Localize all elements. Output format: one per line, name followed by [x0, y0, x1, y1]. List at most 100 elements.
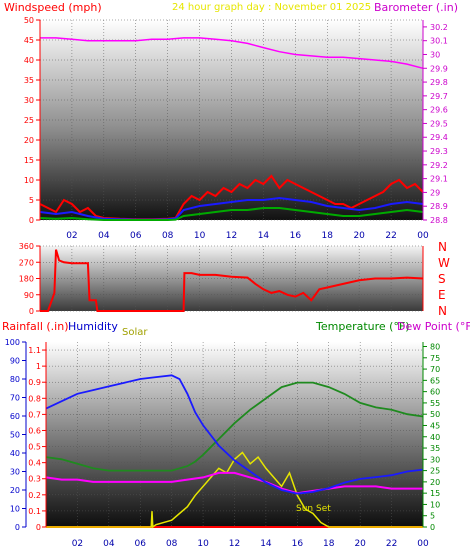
humidity-tick-label: 70: [10, 394, 20, 403]
rainfall-tick-label: 0.2: [28, 491, 41, 500]
time-tick-label: 10: [197, 539, 209, 549]
temperature-tick-label: 65: [430, 376, 440, 385]
sunset-annotation: Sun Set: [296, 504, 331, 514]
temperature-tick-label: 0: [430, 523, 435, 532]
wind-tick-label: 10: [24, 176, 34, 185]
time-tick-label: 16: [290, 231, 302, 241]
baro-tick-label: 30: [430, 50, 440, 59]
time-tick-label: 08: [162, 231, 174, 241]
humidity-axis-label: Humidity: [68, 320, 118, 333]
time-tick-label: 00: [417, 231, 429, 241]
time-tick-label: 22: [385, 231, 396, 241]
time-tick-label: 22: [386, 539, 397, 549]
baro-tick-label: 29.7: [430, 92, 448, 101]
humidity-tick-label: 30: [10, 468, 20, 477]
temperature-tick-label: 50: [430, 410, 440, 419]
dir-label-w: W: [438, 256, 450, 270]
rainfall-tick-label: 0.4: [28, 459, 41, 468]
wind-tick-label: 0: [29, 216, 34, 225]
humidity-tick-label: 90: [10, 357, 20, 366]
direction-tick-label: 0: [29, 307, 34, 316]
humidity-tick-label: 80: [10, 375, 20, 384]
direction-tick-label: 270: [19, 258, 34, 267]
time-tick-label: 20: [354, 539, 366, 549]
rainfall-tick-label: 0.9: [28, 378, 41, 387]
rainfall-tick-label: 1: [36, 362, 41, 371]
time-tick-label: 02: [72, 539, 83, 549]
rainfall-tick-label: 0.8: [28, 394, 41, 403]
humidity-tick-label: 0: [15, 523, 20, 532]
wind-tick-label: 50: [24, 16, 34, 25]
wind-tick-label: 5: [29, 196, 34, 205]
rainfall-tick-label: 0.5: [28, 443, 41, 452]
baro-tick-label: 29.6: [430, 106, 448, 115]
temperature-tick-label: 15: [430, 489, 440, 498]
time-tick-label: 06: [135, 539, 147, 549]
dir-label-n-top: N: [438, 240, 447, 254]
windspeed-axis-label: Windspeed (mph): [4, 1, 102, 14]
series-dew-point: [45, 471, 423, 495]
humidity-tick-label: 10: [10, 505, 20, 514]
baro-tick-label: 29.9: [430, 64, 448, 73]
direction-tick-label: 360: [19, 242, 34, 251]
time-tick-label: 12: [226, 231, 237, 241]
barometer-axis-label: Barometer (.in): [374, 1, 458, 14]
humidity-tick-label: 60: [10, 412, 20, 421]
time-tick-label: 00: [417, 539, 429, 549]
time-tick-label: 18: [322, 231, 334, 241]
temperature-tick-label: 5: [430, 512, 435, 521]
temperature-tick-label: 20: [430, 478, 440, 487]
series-wind-direction: [40, 249, 424, 312]
humidity-tick-label: 100: [5, 338, 20, 347]
temperature-axis-label: Temperature (°F): [315, 320, 410, 333]
wind-tick-label: 45: [24, 36, 34, 45]
temperature-tick-label: 35: [430, 444, 440, 453]
humidity-tick-label: 20: [10, 486, 20, 495]
dir-label-n-bottom: N: [438, 304, 447, 318]
baro-tick-label: 29.4: [430, 133, 448, 142]
time-tick-label: 08: [166, 539, 178, 549]
time-tick-label: 16: [292, 539, 304, 549]
temperature-tick-label: 75: [430, 354, 440, 363]
time-tick-label: 02: [66, 231, 77, 241]
time-tick-label: 06: [130, 231, 142, 241]
humidity-tick-label: 50: [10, 431, 20, 440]
wind-tick-label: 40: [24, 56, 34, 65]
series-windspeed-low: [39, 207, 424, 221]
temperature-tick-label: 40: [430, 433, 440, 442]
dir-label-s: S: [438, 272, 446, 286]
time-tick-label: 14: [260, 539, 272, 549]
baro-tick-label: 29.8: [430, 78, 448, 87]
wind-tick-label: 20: [24, 136, 34, 145]
rainfall-tick-label: 0.1: [28, 507, 41, 516]
rainfall-axis-label: Rainfall (.in): [2, 320, 69, 333]
time-tick-label: 20: [353, 231, 365, 241]
temperature-tick-label: 25: [430, 467, 440, 476]
series-humidity: [45, 374, 424, 495]
temperature-tick-label: 70: [430, 365, 440, 374]
direction-tick-label: 180: [19, 275, 34, 284]
dir-label-e: E: [438, 288, 446, 302]
humidity-tick-label: 40: [10, 449, 20, 458]
direction-tick-label: 90: [24, 291, 34, 300]
baro-tick-label: 28.8: [430, 216, 448, 225]
baro-tick-label: 29: [430, 188, 440, 197]
time-tick-label: 04: [103, 539, 115, 549]
time-tick-label: 12: [229, 539, 240, 549]
baro-tick-label: 30.2: [430, 23, 448, 32]
time-tick-label: 18: [323, 539, 335, 549]
solar-label: Solar: [122, 327, 148, 338]
temperature-tick-label: 10: [430, 500, 440, 509]
series-barometer: [40, 37, 424, 70]
baro-tick-label: 29.1: [430, 175, 448, 184]
baro-tick-label: 30.1: [430, 37, 448, 46]
graph-title: 24 hour graph day : November 01 2025: [172, 2, 371, 13]
series-windspeed-gust: [39, 174, 424, 221]
time-tick-label: 14: [258, 231, 270, 241]
rainfall-tick-label: 0.3: [28, 475, 41, 484]
series-windspeed-average: [39, 196, 424, 221]
rainfall-tick-label: 0: [36, 523, 41, 532]
temperature-tick-label: 80: [430, 343, 440, 352]
baro-tick-label: 28.9: [430, 202, 448, 211]
